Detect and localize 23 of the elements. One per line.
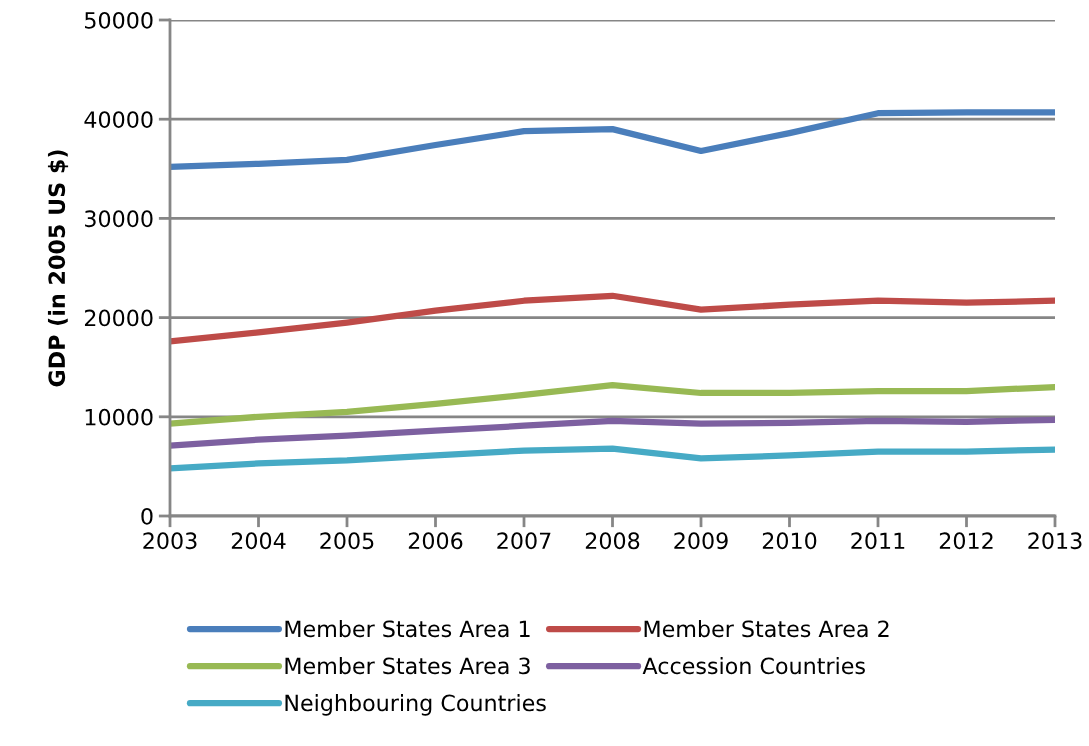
x-tick-label: 2011 xyxy=(851,532,905,550)
y-tick-label: 40000 xyxy=(84,111,153,128)
x-tick-label: 2012 xyxy=(939,532,993,550)
y-tick-label: 50000 xyxy=(85,11,153,29)
y-tick-label: 0 xyxy=(141,507,153,525)
x-tick-label: 2004 xyxy=(231,532,286,550)
legend-label: Member States Area 1 xyxy=(285,620,530,638)
x-tick-label: 2009 xyxy=(674,532,728,550)
x-tick-label: 2005 xyxy=(320,532,374,550)
x-tick-label: 2013 xyxy=(1028,532,1082,550)
y-tick-label: 30000 xyxy=(85,210,153,228)
y-axis-title: GDP (in 2005 US $) xyxy=(47,150,69,387)
x-tick-label: 2008 xyxy=(585,532,640,550)
legend-label: Member States Area 2 xyxy=(644,620,889,638)
y-tick-label: 10000 xyxy=(85,408,153,426)
x-tick-label: 2003 xyxy=(143,532,197,550)
legend-label: Member States Area 3 xyxy=(285,657,530,675)
legend-label: Accession Countries xyxy=(642,657,865,675)
x-tick-label: 2010 xyxy=(762,532,817,550)
legend-label: Neighbouring Countries xyxy=(285,694,546,716)
x-tick-label: 2007 xyxy=(497,532,551,550)
x-tick-label: 2006 xyxy=(408,532,463,550)
y-tick-label: 20000 xyxy=(84,309,153,327)
